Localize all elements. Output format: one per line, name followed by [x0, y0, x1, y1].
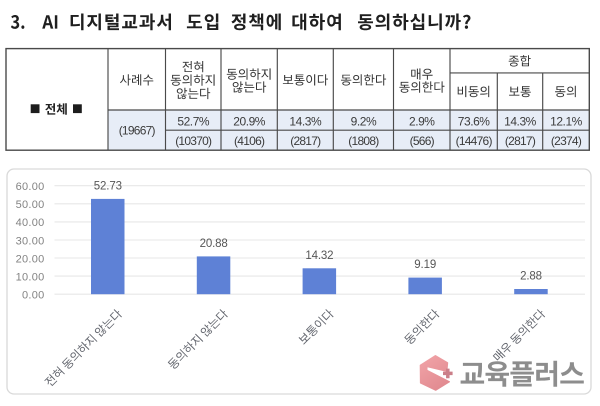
svg-text:(2374): (2374) — [551, 134, 582, 148]
svg-text:52.73: 52.73 — [94, 181, 122, 193]
svg-text:12.1%: 12.1% — [550, 115, 583, 129]
svg-text:30.00: 30.00 — [16, 235, 45, 247]
svg-text:10.00: 10.00 — [16, 272, 45, 284]
svg-text:0.00: 0.00 — [22, 290, 45, 302]
svg-text:20.00: 20.00 — [16, 253, 45, 265]
svg-text:50.00: 50.00 — [16, 199, 45, 211]
svg-text:(566): (566) — [410, 134, 435, 148]
svg-text:20.9%: 20.9% — [233, 115, 266, 129]
svg-text:14.3%: 14.3% — [289, 115, 322, 129]
svg-text:(2817): (2817) — [505, 134, 536, 148]
svg-text:73.6%: 73.6% — [458, 115, 491, 129]
svg-text:9.2%: 9.2% — [351, 115, 377, 129]
svg-text:(2817): (2817) — [290, 134, 321, 148]
svg-text:(14476): (14476) — [456, 134, 493, 148]
svg-text:2.9%: 2.9% — [409, 115, 435, 129]
svg-text:(10370): (10370) — [175, 134, 212, 148]
svg-text:(19667): (19667) — [119, 123, 156, 137]
svg-text:60.00: 60.00 — [16, 181, 45, 193]
svg-text:14.32: 14.32 — [305, 250, 333, 262]
svg-text:(4106): (4106) — [234, 134, 265, 148]
svg-text:9.19: 9.19 — [414, 259, 436, 271]
svg-text:20.88: 20.88 — [200, 238, 228, 250]
svg-text:2.88: 2.88 — [520, 271, 542, 283]
svg-text:40.00: 40.00 — [16, 217, 45, 229]
svg-text:52.7%: 52.7% — [177, 115, 210, 129]
svg-text:(1808): (1808) — [348, 134, 379, 148]
svg-text:14.3%: 14.3% — [504, 115, 537, 129]
